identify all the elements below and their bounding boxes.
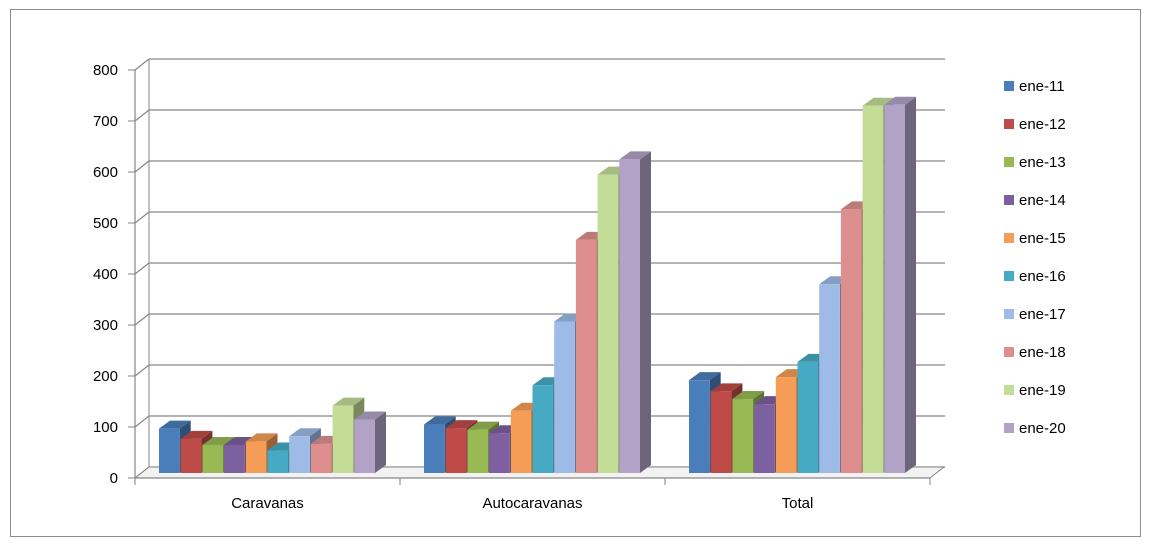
gridline-side	[134, 211, 150, 224]
bar-top	[180, 430, 213, 439]
legend-label: ene-18	[1019, 344, 1066, 361]
bar	[840, 209, 862, 473]
bar	[597, 174, 619, 473]
bar	[332, 405, 354, 473]
bar	[510, 410, 532, 473]
y-tick-label: 300	[93, 317, 118, 334]
legend-label: ene-19	[1019, 382, 1066, 399]
bar	[489, 433, 510, 473]
y-tick-label: 500	[93, 215, 118, 232]
legend-label: ene-15	[1019, 230, 1066, 247]
bar-top	[732, 391, 765, 400]
bar	[797, 361, 819, 473]
legend-label: ene-11	[1019, 78, 1065, 95]
legend-swatch	[1004, 271, 1014, 281]
legend-label: ene-12	[1019, 116, 1066, 133]
bar	[884, 104, 905, 473]
bar-top	[245, 433, 278, 442]
bar	[159, 428, 180, 473]
bar	[775, 377, 797, 473]
x-tick-label: Caravanas	[231, 495, 304, 512]
bar-top	[159, 420, 191, 429]
bar	[224, 444, 245, 473]
bar	[554, 321, 575, 473]
y-tick-label: 600	[93, 164, 118, 181]
bar-top	[884, 96, 916, 105]
legend-label: ene-16	[1019, 268, 1066, 285]
gridline-side	[134, 364, 150, 377]
x-tick-label: Total	[782, 495, 814, 512]
bar-top	[619, 151, 651, 160]
bar	[267, 450, 289, 473]
legend-swatch	[1004, 233, 1014, 243]
bar	[532, 385, 554, 473]
gridline-side	[134, 313, 150, 326]
legend-swatch	[1004, 385, 1014, 395]
legend-label: ene-20	[1019, 420, 1066, 437]
legend-swatch	[1004, 309, 1014, 319]
bar	[354, 419, 375, 473]
bar-top	[354, 411, 386, 420]
bar	[245, 441, 267, 473]
bar	[732, 399, 754, 473]
bar	[819, 284, 840, 473]
y-tick-label: 700	[93, 113, 118, 130]
bar-top	[445, 420, 478, 429]
gridline-side	[134, 415, 150, 428]
bar	[710, 391, 732, 473]
bar-top	[424, 416, 456, 425]
bar	[289, 436, 310, 473]
y-tick-label: 200	[93, 368, 118, 385]
bar-side	[905, 96, 916, 473]
bar	[310, 443, 332, 473]
gridline-side	[134, 58, 150, 71]
bar-top	[332, 397, 365, 406]
bar-side	[640, 151, 651, 473]
bar	[575, 239, 597, 473]
bar-top	[202, 436, 235, 445]
bar-top	[224, 436, 256, 445]
legend-swatch	[1004, 157, 1014, 167]
legend-swatch	[1004, 81, 1014, 91]
legend-label: ene-14	[1019, 192, 1066, 209]
gridline-side	[134, 160, 150, 173]
legend-label: ene-17	[1019, 306, 1066, 323]
bar-top	[710, 383, 743, 392]
bar	[445, 428, 467, 473]
bar	[862, 105, 884, 474]
y-tick-label: 0	[110, 470, 118, 487]
bar-top	[467, 421, 500, 430]
bar	[467, 429, 489, 473]
y-tick-label: 400	[93, 266, 118, 283]
bar-top	[862, 97, 895, 106]
bar-side	[375, 411, 386, 473]
bar	[202, 444, 224, 473]
bar-top	[689, 372, 721, 381]
legend-swatch	[1004, 195, 1014, 205]
bar	[754, 404, 775, 473]
legend-swatch	[1004, 347, 1014, 357]
bar	[619, 159, 640, 473]
y-tick-label: 100	[93, 419, 118, 436]
y-tick-label: 800	[93, 62, 118, 79]
gridline-side	[134, 109, 150, 122]
bar	[180, 438, 202, 473]
legend-swatch	[1004, 119, 1014, 129]
gridline-side	[134, 262, 150, 275]
legend-swatch	[1004, 423, 1014, 433]
bar	[424, 424, 445, 473]
bar-top	[289, 428, 321, 437]
x-tick-label: Autocaravanas	[482, 495, 582, 512]
bar	[689, 380, 710, 473]
legend-label: ene-13	[1019, 154, 1066, 171]
